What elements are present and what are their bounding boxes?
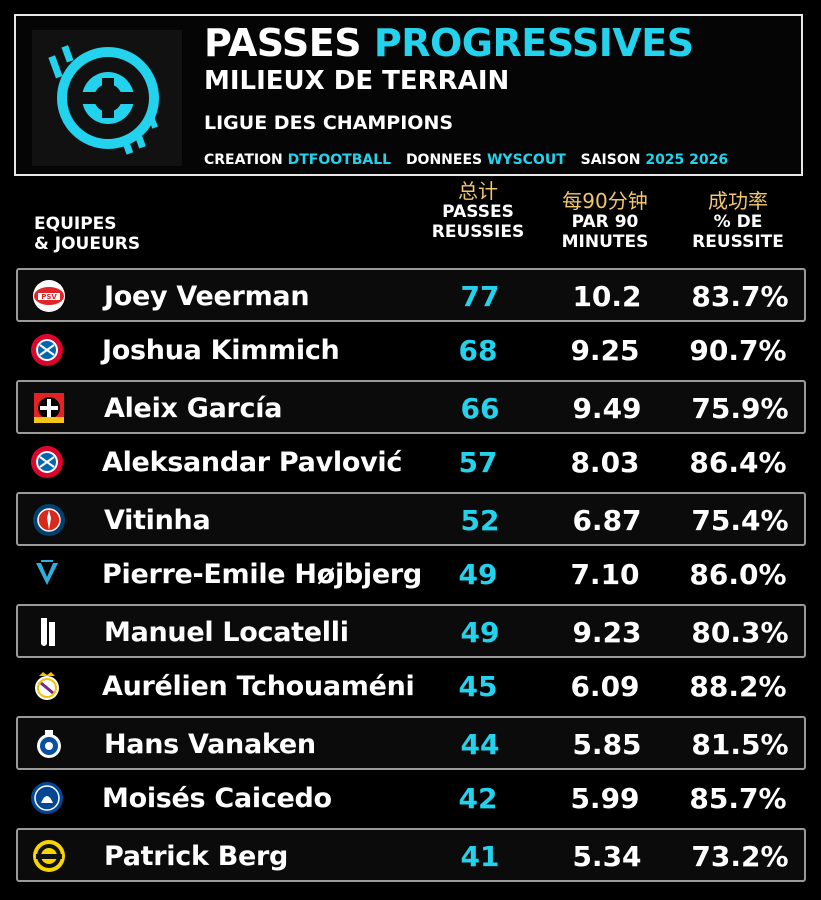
table-row: Manuel Locatelli 49 9.23 80.3%: [16, 604, 806, 658]
column-header-team-line2: & JOUEURS: [34, 234, 141, 254]
success-rate-value: 75.4%: [691, 504, 789, 537]
passes-value: 49: [458, 558, 498, 591]
bayern-crest-icon: [31, 334, 63, 366]
psg-crest-icon: [33, 504, 65, 536]
column-annotation-passes: 总计: [458, 179, 498, 203]
passes-value: 42: [458, 782, 498, 815]
column-header-team-line1: EQUIPES: [34, 214, 117, 234]
player-name: Aleix García: [104, 393, 283, 424]
column-annotation-pct: 成功率: [708, 189, 768, 213]
per90-value: 8.03: [570, 446, 640, 479]
title-accent: PROGRESSIVES: [373, 21, 694, 65]
passes-value: 49: [460, 616, 500, 649]
passes-value: 45: [458, 670, 498, 703]
column-header-per90-line1: PAR 90: [571, 212, 639, 232]
per90-value: 9.23: [572, 616, 642, 649]
subtitle: MILIEUX DE TERRAIN: [204, 66, 510, 96]
table-row: Hans Vanaken 44 5.85 81.5%: [16, 716, 806, 770]
table-row: Vitinha 52 6.87 75.4%: [16, 492, 806, 546]
passes-value: 68: [458, 334, 498, 367]
column-header-passes-line2: REUSSIES: [431, 222, 525, 242]
success-rate-value: 80.3%: [691, 616, 789, 649]
real-madrid-crest-icon: [35, 672, 59, 700]
passes-value: 57: [458, 446, 498, 479]
player-name: Aurélien Tchouaméni: [102, 671, 415, 702]
success-rate-value: 81.5%: [691, 728, 789, 761]
player-name: Joey Veerman: [104, 281, 310, 312]
creation-label: CREATION: [204, 152, 283, 168]
column-header-pct-line1: % DE: [713, 212, 763, 232]
column-annotation-per90: 每90分钟: [562, 189, 648, 213]
dtfootball-logo: [32, 30, 182, 166]
header-panel: PASSES PROGRESSIVES MILIEUX DE TERRAIN L…: [14, 14, 803, 176]
dtfootball-logo-icon: [48, 45, 159, 155]
svg-text:PSV: PSV: [41, 293, 57, 301]
success-rate-value: 88.2%: [689, 670, 787, 703]
per90-value: 9.25: [570, 334, 640, 367]
player-name: Hans Vanaken: [104, 729, 316, 760]
psv-crest-icon: PSV: [33, 280, 65, 312]
player-name: Pierre-Emile Højbjerg: [102, 559, 422, 590]
player-name: Aleksandar Pavlović: [102, 447, 403, 478]
page-title: PASSES PROGRESSIVES: [204, 24, 694, 62]
per90-value: 7.10: [570, 558, 640, 591]
table-row: Aleksandar Pavlović 57 8.03 86.4%: [16, 436, 806, 490]
success-rate-value: 73.2%: [691, 840, 789, 873]
column-header-per90-line2: MINUTES: [561, 232, 649, 252]
column-header-passes: 总计 PASSES REUSSIES: [418, 180, 538, 242]
marseille-crest-icon: [36, 560, 58, 585]
creation-value: DTFOOTBALL: [287, 152, 392, 168]
leverkusen-crest-icon: [34, 393, 64, 423]
competition-label: LIGUE DES CHAMPIONS: [204, 112, 454, 134]
per90-value: 6.09: [570, 670, 640, 703]
juventus-crest-icon: [41, 618, 55, 646]
data-source-value: WYSCOUT: [486, 152, 566, 168]
column-header-per90: 每90分钟 PAR 90 MINUTES: [546, 190, 664, 252]
success-rate-value: 86.4%: [689, 446, 787, 479]
player-name: Joshua Kimmich: [102, 335, 340, 366]
per90-value: 5.85: [572, 728, 642, 761]
passes-value: 66: [460, 392, 500, 425]
table-row: Joshua Kimmich 68 9.25 90.7%: [16, 324, 806, 378]
data-source-label: DONNEES: [405, 152, 483, 168]
per90-value: 9.49: [572, 392, 642, 425]
player-name: Moisés Caicedo: [102, 783, 332, 814]
passes-value: 52: [460, 504, 500, 537]
bodo-glimt-crest-icon: [33, 840, 65, 872]
column-header-passes-line1: PASSES: [442, 202, 514, 222]
chelsea-crest-icon: [31, 782, 63, 814]
season-label: SAISON: [580, 152, 641, 168]
passes-value: 44: [460, 728, 500, 761]
title-main: PASSES: [204, 21, 362, 65]
success-rate-value: 90.7%: [689, 334, 787, 367]
per90-value: 5.34: [572, 840, 642, 873]
success-rate-value: 83.7%: [691, 280, 789, 313]
passes-value: 77: [460, 280, 500, 313]
column-header-team: EQUIPES & JOUEURS: [34, 214, 140, 254]
table-row: Pierre-Emile Højbjerg 49 7.10 86.0%: [16, 548, 806, 602]
per90-value: 6.87: [572, 504, 642, 537]
player-name: Vitinha: [104, 505, 211, 536]
column-header-pct-line2: REUSSITE: [692, 232, 784, 252]
player-name: Manuel Locatelli: [104, 617, 349, 648]
table-row: Aleix García 66 9.49 75.9%: [16, 380, 806, 434]
credits-line: CREATION DTFOOTBALL DONNEES WYSCOUT SAIS…: [204, 153, 728, 167]
success-rate-value: 86.0%: [689, 558, 787, 591]
season-value: 2025 2026: [645, 152, 729, 168]
per90-value: 5.99: [570, 782, 640, 815]
passes-value: 41: [460, 840, 500, 873]
table-row: Patrick Berg 41 5.34 73.2%: [16, 828, 806, 882]
column-header-pct: 成功率 % DE REUSSITE: [674, 190, 802, 252]
player-name: Patrick Berg: [104, 841, 289, 872]
table-row: Moisés Caicedo 42 5.99 85.7%: [16, 772, 806, 826]
club-brugge-crest-icon: [37, 730, 61, 758]
bayern-crest-icon: [31, 446, 63, 478]
success-rate-value: 85.7%: [689, 782, 787, 815]
table-row: PSV Joey Veerman 77 10.2 83.7%: [16, 268, 806, 322]
per90-value: 10.2: [572, 280, 642, 313]
success-rate-value: 75.9%: [691, 392, 789, 425]
table-row: Aurélien Tchouaméni 45 6.09 88.2%: [16, 660, 806, 714]
